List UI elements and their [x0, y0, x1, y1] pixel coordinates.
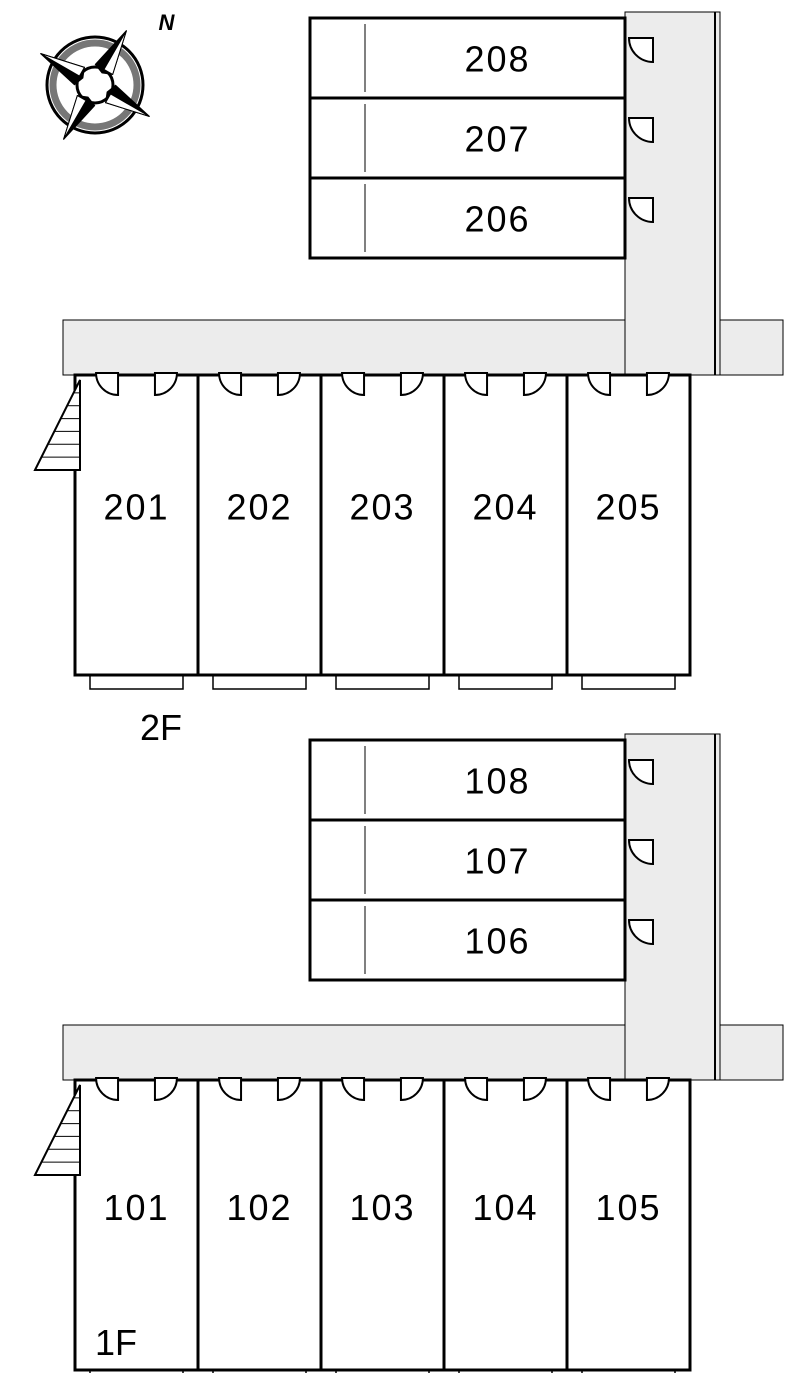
floor-label-2F: 2F: [140, 707, 182, 748]
unit-label-204: 204: [472, 487, 538, 528]
unit-label-105: 105: [595, 1187, 661, 1228]
unit-label-103: 103: [349, 1187, 415, 1228]
unit-label-203: 203: [349, 487, 415, 528]
unit-label-202: 202: [226, 487, 292, 528]
floor-plan-diagram: N 208 207 206 201 202 203 204 205 2F 108 107 106 101 1…: [0, 0, 800, 1373]
floor-plan-svg: N 208 207 206 201 202 203 204 205 2F 108 107 106 101 1…: [0, 0, 800, 1373]
unit-label-102: 102: [226, 1187, 292, 1228]
unit-label-205: 205: [595, 487, 661, 528]
unit-label-104: 104: [472, 1187, 538, 1228]
unit-label-107: 107: [464, 841, 530, 882]
compass-north-label: N: [159, 10, 176, 35]
floor-label-1F: 1F: [95, 1322, 137, 1363]
unit-label-106: 106: [464, 921, 530, 962]
unit-label-206: 206: [464, 199, 530, 240]
unit-label-201: 201: [103, 487, 169, 528]
unit-label-101: 101: [103, 1187, 169, 1228]
unit-label-208: 208: [464, 39, 530, 80]
unit-label-108: 108: [464, 761, 530, 802]
unit-label-207: 207: [464, 119, 530, 160]
